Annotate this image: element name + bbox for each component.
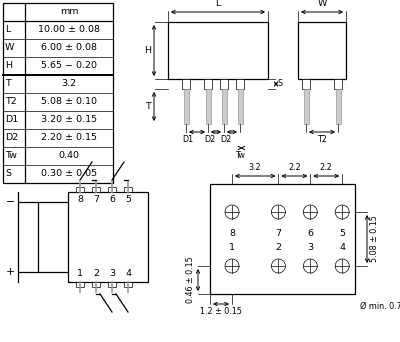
Bar [206, 89, 210, 124]
Bar [108, 282, 116, 287]
Text: 2.2: 2.2 [320, 163, 333, 172]
Circle shape [225, 205, 239, 219]
Text: D2: D2 [5, 133, 18, 143]
Bar [238, 89, 242, 124]
Circle shape [271, 205, 285, 219]
Text: H: H [144, 46, 151, 55]
Bar [92, 187, 100, 192]
Text: 6.00 ± 0.08: 6.00 ± 0.08 [41, 43, 97, 53]
Bar [76, 187, 84, 192]
Text: 7: 7 [275, 228, 281, 237]
Text: T2: T2 [5, 97, 17, 106]
Text: W: W [5, 43, 14, 53]
Text: T: T [5, 79, 11, 89]
Text: L: L [215, 0, 221, 8]
Bar [336, 89, 340, 124]
Circle shape [335, 205, 349, 219]
Bar [76, 282, 84, 287]
Text: D2: D2 [204, 135, 216, 144]
Bar [124, 187, 132, 192]
Bar [210, 184, 355, 294]
Text: 3: 3 [307, 242, 313, 251]
Circle shape [271, 259, 285, 273]
Text: D1: D1 [5, 116, 18, 124]
Text: Tw: Tw [5, 152, 17, 160]
Text: 2: 2 [275, 242, 281, 251]
Text: D2: D2 [220, 135, 232, 144]
Text: −: − [6, 197, 15, 207]
Bar [236, 79, 244, 89]
Bar [204, 79, 212, 89]
Bar [298, 22, 346, 79]
Text: 7: 7 [93, 196, 99, 205]
Text: 5.08 ± 0.10: 5.08 ± 0.10 [41, 97, 97, 106]
Bar [302, 79, 310, 89]
Bar [184, 89, 188, 124]
Text: 3.20 ± 0.15: 3.20 ± 0.15 [41, 116, 97, 124]
Bar [220, 79, 228, 89]
Text: Ø min. 0.75: Ø min. 0.75 [360, 302, 400, 311]
Text: L: L [5, 26, 10, 35]
Text: T2: T2 [317, 135, 327, 144]
Text: 3: 3 [109, 269, 115, 278]
Text: 8: 8 [77, 196, 83, 205]
Bar [92, 282, 100, 287]
Text: 5.08 ± 0.15: 5.08 ± 0.15 [370, 215, 379, 262]
Text: mm: mm [60, 8, 78, 16]
Text: 1: 1 [77, 269, 83, 278]
Text: S: S [5, 170, 11, 179]
Bar [168, 22, 268, 79]
Circle shape [303, 205, 317, 219]
Bar [304, 89, 308, 124]
Text: 2: 2 [93, 269, 99, 278]
Text: +: + [6, 267, 15, 277]
Text: 5: 5 [125, 196, 131, 205]
Text: 5.65 − 0.20: 5.65 − 0.20 [41, 62, 97, 70]
Text: S: S [278, 79, 283, 89]
Text: 3.2: 3.2 [62, 79, 76, 89]
Text: 0.30 ± 0.05: 0.30 ± 0.05 [41, 170, 97, 179]
Text: H: H [5, 62, 12, 70]
Bar [334, 79, 342, 89]
Bar [18, 202, 38, 272]
Text: 2.20 ± 0.15: 2.20 ± 0.15 [41, 133, 97, 143]
Circle shape [225, 259, 239, 273]
Text: 10.00 ± 0.08: 10.00 ± 0.08 [38, 26, 100, 35]
Bar [182, 79, 190, 89]
Text: 2.2: 2.2 [288, 163, 301, 172]
Circle shape [303, 259, 317, 273]
Text: 5: 5 [339, 228, 345, 237]
Bar [3, 3, 113, 183]
Text: W: W [317, 0, 327, 8]
Text: 4: 4 [339, 242, 345, 251]
Text: Tw: Tw [235, 151, 245, 160]
Bar [68, 192, 148, 282]
Text: 3.2: 3.2 [249, 163, 262, 172]
Text: 6: 6 [307, 228, 313, 237]
Text: 0.46 ± 0.15: 0.46 ± 0.15 [186, 256, 195, 303]
Text: 8: 8 [229, 228, 235, 237]
Bar [124, 282, 132, 287]
Text: T: T [145, 102, 151, 111]
Text: 1: 1 [229, 242, 235, 251]
Text: 4: 4 [125, 269, 131, 278]
Text: 0.40: 0.40 [58, 152, 80, 160]
Circle shape [335, 259, 349, 273]
Text: D1: D1 [182, 135, 194, 144]
Bar [222, 89, 226, 124]
Text: 6: 6 [109, 196, 115, 205]
Text: 1.2 ± 0.15: 1.2 ± 0.15 [200, 307, 242, 316]
Bar [108, 187, 116, 192]
